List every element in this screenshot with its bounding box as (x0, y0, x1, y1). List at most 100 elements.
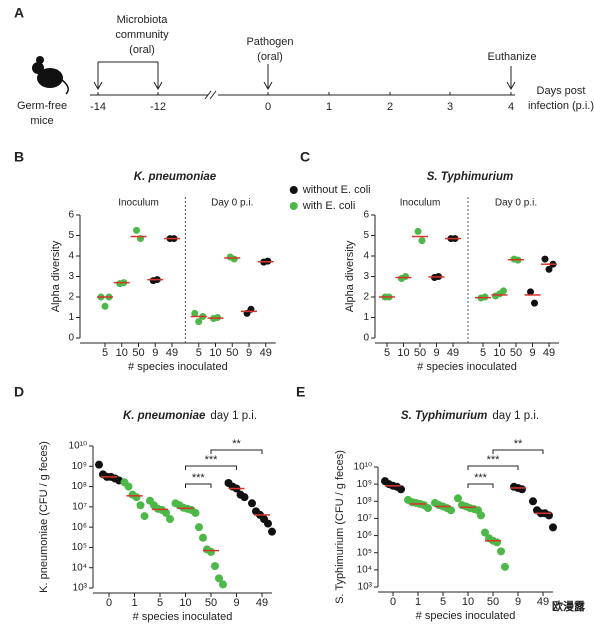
y-tick-label: 10⁸ (72, 481, 87, 492)
chart-title: K. pneumoniae (134, 171, 217, 183)
y-axis-label: K. pneumoniae (CFU / g feces) (38, 441, 50, 593)
subtitle-text: day 1 p.i. (492, 410, 539, 422)
x-tick-label: 10 (179, 597, 191, 609)
timeline-tick-label: 2 (387, 101, 393, 113)
x-axis-label: # species inoculated (416, 610, 516, 622)
data-point (140, 512, 149, 521)
timeline-tick-label: 0 (265, 101, 271, 113)
pathogen-label: (oral) (257, 51, 283, 63)
mouse-icon (32, 56, 69, 95)
x-tick-label: 10 (209, 347, 221, 359)
x-tick-label: 1 (131, 597, 137, 609)
x-tick-label: 9 (152, 347, 158, 359)
data-point (136, 501, 145, 510)
data-point (447, 506, 455, 515)
microbiota-label: Microbiota (117, 14, 169, 26)
x-tick-label: 5 (157, 597, 163, 609)
panel-letter: E (296, 384, 305, 400)
data-point (240, 493, 249, 502)
microbiota-label: (oral) (129, 44, 155, 56)
significance-bracket (210, 449, 263, 454)
data-point (124, 482, 133, 491)
legend-marker (289, 202, 298, 210)
legend-label: with E. coli (302, 200, 356, 212)
data-point (418, 237, 426, 245)
chart-title: S. Typhimurium (427, 171, 513, 183)
y-tick-label: 10⁶ (357, 530, 372, 541)
panel-letter: D (14, 384, 24, 400)
data-point (101, 302, 109, 310)
data-point (545, 265, 553, 273)
x-axis-label: # species inoculated (417, 361, 517, 373)
data-point (248, 499, 256, 508)
y-tick-label: 3 (363, 271, 369, 282)
x-tick-label: 50 (132, 347, 144, 359)
y-tick-label: 1 (363, 312, 369, 323)
group-label: Day 0 p.i. (495, 198, 537, 209)
y-tick-label: 4 (68, 251, 74, 262)
title-text: S. Typhimurium (427, 171, 513, 183)
x-tick-label: 0 (106, 597, 112, 609)
panel-letter: C (300, 149, 310, 165)
y-tick-label: 4 (363, 251, 369, 262)
x-tick-label: 50 (510, 347, 522, 359)
data-point (191, 309, 199, 317)
significance-bracket (492, 449, 544, 454)
group-label: Inoculum (118, 198, 159, 209)
y-tick-label: 10⁷ (357, 513, 372, 524)
data-point (211, 562, 219, 571)
y-tick-label: 10⁷ (72, 501, 87, 512)
x-tick-label: 49 (256, 597, 268, 609)
mouse-label: Germ-free (17, 100, 67, 112)
data-point (501, 562, 509, 571)
data-point (454, 494, 462, 503)
data-point (268, 527, 276, 536)
x-tick-label: 9 (529, 347, 535, 359)
group-label: Inoculum (400, 198, 441, 209)
data-point (195, 318, 203, 326)
x-tick-label: 9 (433, 347, 439, 359)
x-tick-label: 5 (440, 596, 446, 608)
data-point (207, 547, 215, 556)
x-tick-label: 10 (462, 596, 474, 608)
axis-label: Days post (537, 85, 586, 97)
data-point (402, 273, 409, 280)
timeline (90, 61, 516, 100)
data-point (397, 485, 405, 494)
significance-label: *** (487, 454, 501, 466)
x-axis-label: # species inoculated (133, 611, 233, 623)
data-point (477, 511, 485, 520)
x-tick-label: 9 (246, 347, 252, 359)
y-tick-label: 1 (68, 312, 74, 323)
data-point (219, 580, 227, 589)
y-tick-label: 5 (363, 230, 369, 241)
data-point (531, 299, 538, 307)
mouse-label: mice (30, 115, 53, 127)
x-tick-label: 50 (205, 597, 217, 609)
x-tick-label: 10 (397, 347, 409, 359)
x-tick-label: 50 (226, 347, 238, 359)
significance-label: *** (474, 472, 488, 484)
y-tick-label: 5 (68, 230, 74, 241)
x-tick-label: 5 (480, 347, 486, 359)
y-tick-label: 3 (68, 271, 74, 282)
data-point (133, 226, 140, 234)
y-tick-label: 10³ (358, 582, 373, 593)
x-tick-label: 9 (233, 597, 239, 609)
watermark: 欧漫露 (552, 599, 586, 613)
y-tick-label: 6 (363, 210, 369, 221)
y-axis-label: S. Typhimurium (CFU / g feces) (334, 450, 346, 604)
panel-letter: B (14, 149, 24, 165)
y-tick-label: 10⁹ (72, 461, 87, 472)
x-tick-label: 49 (537, 596, 549, 608)
y-tick-label: 6 (68, 210, 74, 221)
data-point (549, 523, 557, 532)
x-tick-label: 49 (166, 347, 178, 359)
legend-label: without E. coli (302, 184, 371, 196)
x-tick-label: 50 (414, 347, 426, 359)
timeline-tick-label: 1 (326, 101, 332, 113)
x-tick-label: 9 (515, 596, 521, 608)
data-point (541, 255, 549, 263)
x-tick-label: 49 (447, 347, 459, 359)
y-tick-label: 10³ (73, 583, 88, 594)
